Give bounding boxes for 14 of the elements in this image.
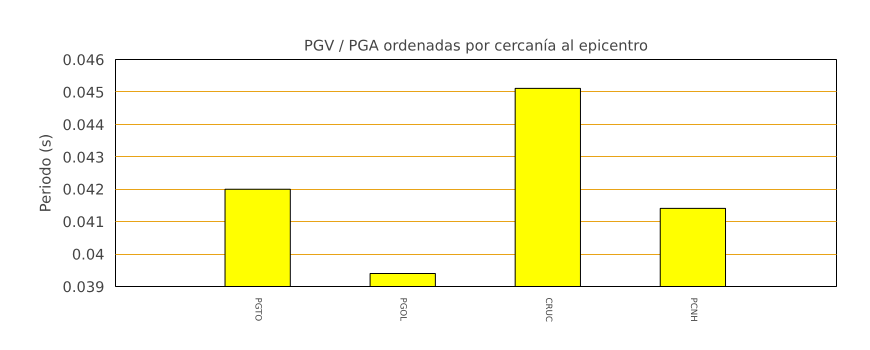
y-tick-label: 0.043 (62, 149, 105, 166)
x-tick-label: CRUC (542, 298, 553, 322)
chart-title: PGV / PGA ordenadas por cercanía al epicentro (304, 38, 648, 54)
y-tick-label: 0.04 (72, 246, 105, 264)
x-tick-label: PGTO (252, 298, 263, 322)
y-tick-label: 0.039 (62, 279, 105, 296)
y-tick-label: 0.046 (62, 52, 105, 69)
x-tick-label: PCNH (688, 298, 698, 322)
x-tick-label: PGOL (398, 298, 408, 322)
y-axis-title: Periodo (s) (38, 134, 55, 212)
y-tick-label: 0.044 (62, 116, 105, 134)
y-tick-label: 0.041 (62, 214, 105, 232)
y-tick-label: 0.045 (62, 84, 105, 102)
y-tick-label: 0.042 (62, 182, 105, 199)
